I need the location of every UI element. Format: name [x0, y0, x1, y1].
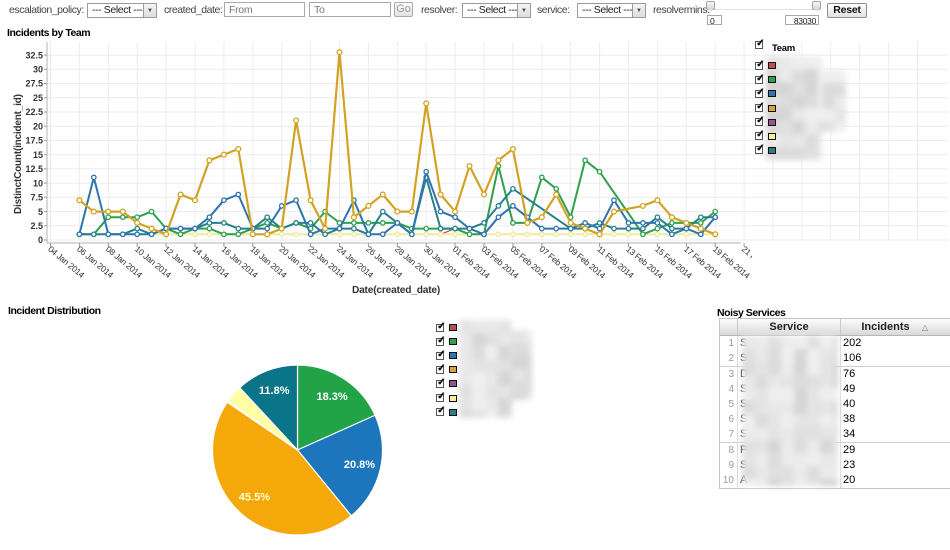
svg-text:25: 25 — [33, 93, 43, 103]
svg-text:12.5: 12.5 — [25, 164, 43, 174]
svg-text:10: 10 — [33, 178, 43, 188]
svg-text:11.8%: 11.8% — [259, 385, 290, 397]
svg-text:15: 15 — [33, 150, 43, 160]
svg-text:0: 0 — [38, 235, 43, 245]
svg-text:7.5: 7.5 — [30, 193, 43, 203]
svg-text:30: 30 — [33, 65, 43, 75]
svg-text:2.5: 2.5 — [30, 221, 43, 231]
svg-text:18.3%: 18.3% — [316, 391, 347, 403]
svg-text:45.5%: 45.5% — [239, 492, 270, 504]
svg-text:27.5: 27.5 — [25, 79, 43, 89]
svg-text:Date(created_date): Date(created_date) — [352, 285, 440, 296]
svg-text:20.8%: 20.8% — [344, 459, 375, 471]
svg-text:32.5: 32.5 — [25, 50, 43, 60]
svg-text:5: 5 — [38, 207, 43, 217]
svg-text:20: 20 — [33, 121, 43, 131]
svg-text:17.5: 17.5 — [25, 136, 43, 146]
svg-text:DistinctCount(incident_id): DistinctCount(incident_id) — [13, 94, 24, 214]
svg-text:22.5: 22.5 — [25, 107, 43, 117]
